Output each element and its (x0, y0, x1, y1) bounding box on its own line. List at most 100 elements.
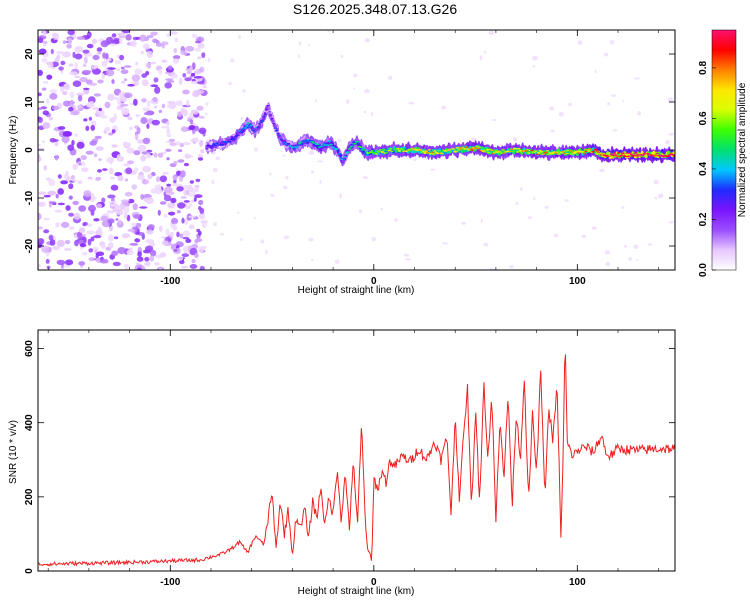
noise-blob (126, 249, 134, 256)
noise-blob (86, 102, 92, 108)
noise-blob (196, 105, 204, 111)
noise-blob (141, 179, 150, 185)
noise-blob (166, 121, 170, 126)
noise-blob (81, 251, 88, 256)
noise-blob (109, 176, 116, 180)
ridge-mark (525, 148, 530, 151)
ridge-mark (296, 145, 300, 147)
noise-blob (38, 92, 42, 97)
noise-blob (153, 77, 159, 83)
noise-blob (564, 199, 569, 202)
noise-blob (604, 250, 611, 255)
noise-blob (228, 81, 232, 85)
noise-blob (56, 239, 65, 247)
ridge-mark (350, 145, 354, 147)
ridge-mark (514, 148, 518, 150)
ridge-mark (617, 152, 621, 154)
ridge-mark (424, 150, 428, 153)
noise-blob (65, 259, 74, 266)
noise-blob (189, 264, 198, 269)
ridge-mark (654, 154, 658, 156)
noise-blob (76, 231, 83, 239)
noise-blob (47, 61, 54, 68)
ridge-mark (271, 119, 275, 123)
noise-blob (111, 144, 118, 148)
ridge-mark (638, 155, 642, 157)
noise-blob (194, 194, 203, 199)
noise-blob (531, 55, 538, 61)
noise-blob (161, 236, 166, 239)
ridge-mark (243, 126, 247, 129)
noise-blob (648, 243, 652, 246)
ridge-mark (258, 123, 262, 125)
ridge-mark (213, 144, 218, 147)
noise-blob (660, 193, 664, 198)
noise-blob (78, 162, 82, 166)
noise-blob (192, 137, 199, 142)
ridge-mark (419, 148, 423, 151)
colorbar-tick-label: 0.4 (698, 162, 709, 176)
ridge-mark (275, 129, 279, 132)
noise-blob (62, 91, 68, 96)
colorbar-tick-label: 0.2 (698, 212, 709, 226)
noise-blob (38, 107, 43, 110)
ridge-mark (265, 108, 269, 110)
noise-blob (182, 230, 191, 237)
noise-blob (193, 76, 202, 79)
ridge-mark (562, 153, 567, 155)
noise-blob (185, 45, 195, 52)
noise-blob (184, 155, 194, 158)
ridge-mark (490, 149, 494, 152)
noise-blob (121, 80, 126, 84)
ridge-mark (615, 155, 619, 158)
noise-blob (43, 165, 47, 171)
snr-panel: -100 0 100 0 200 400 600 Height of straight li… (8, 329, 676, 597)
noise-blob (142, 137, 151, 144)
noise-blob (405, 258, 411, 261)
noise-blob (188, 215, 196, 219)
ridge-mark (627, 155, 631, 158)
noise-blob (139, 34, 147, 42)
ridge-mark (641, 154, 645, 157)
ridge-mark (404, 150, 408, 153)
ridge-mark (384, 151, 388, 154)
noise-blob (183, 218, 189, 225)
noise-blob (146, 229, 154, 235)
ridge-mark (221, 143, 225, 146)
noise-blob (177, 149, 183, 153)
noise-blob (165, 148, 172, 152)
ridge-mark (527, 152, 531, 154)
noise-blob (166, 100, 176, 104)
noise-blob (188, 184, 193, 188)
noise-blob (180, 107, 186, 114)
noise-blob (198, 212, 206, 220)
noise-blob (108, 234, 114, 242)
noise-blob (166, 133, 172, 138)
ridge-mark (427, 149, 431, 151)
noise-blob (194, 68, 201, 75)
noise-blob (177, 256, 184, 261)
noise-blob (80, 167, 89, 173)
noise-blob (161, 44, 165, 49)
noise-blob (603, 52, 609, 57)
ridge-mark (564, 150, 568, 152)
noise-blob (146, 34, 154, 39)
noise-blob (98, 158, 102, 161)
noise-blob (340, 54, 344, 58)
noise-blob (176, 231, 180, 238)
ridge-mark (343, 156, 347, 158)
noise-blob (165, 228, 170, 236)
noise-blob (52, 245, 60, 251)
noise-blob (150, 31, 158, 36)
noise-blob (140, 117, 148, 124)
noise-blob (314, 98, 317, 103)
noise-blob (38, 226, 43, 230)
ridge-mark (211, 145, 215, 147)
noise-blob (87, 176, 93, 180)
noise-blob (183, 188, 187, 196)
ridge-mark (537, 151, 541, 154)
noise-blob (611, 94, 617, 97)
noise-blob (154, 86, 161, 94)
noise-blob (50, 48, 54, 55)
ridge-mark (327, 140, 331, 143)
